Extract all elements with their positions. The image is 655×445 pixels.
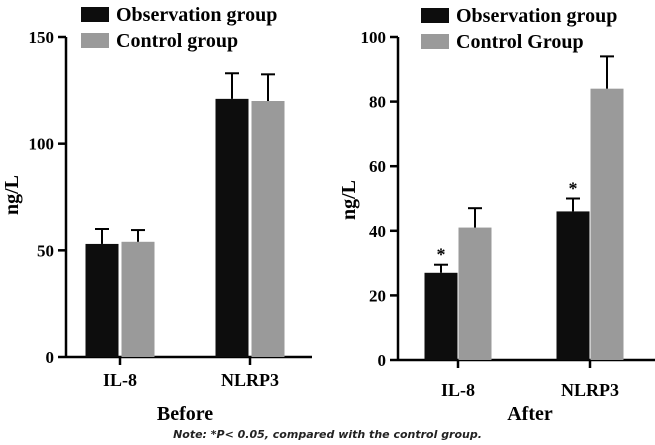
panel-1-x-tick-label-il-8: IL-8: [103, 370, 137, 390]
panel-1-x-tick-label-nlrp3: NLRP3: [221, 370, 279, 390]
panel-1-y-tick-label-50: 50: [37, 241, 54, 260]
panel-2-sig-marker-il-8-series-1: *: [437, 245, 446, 265]
panel-2-legend-label-1: Observation group: [456, 5, 617, 27]
panel-2-y-tick-label-60: 60: [369, 157, 386, 176]
panel-1-legend-swatch-1: [81, 7, 109, 22]
panel-1-bar-il-8-series-2: [121, 241, 155, 357]
panel-2-bar-il-8-series-1: [424, 272, 458, 360]
panel-2-legend-swatch-2: [421, 34, 449, 49]
panel-2-y-tick-label-80: 80: [369, 93, 386, 112]
panel-1-legend-swatch-2: [81, 33, 109, 48]
panel-1-label: Before: [157, 403, 213, 425]
panel-1-bar-nlrp3-series-1: [215, 98, 249, 357]
panel-2-y-tick-label-0: 0: [378, 351, 387, 370]
panel-1-y-tick-label-150: 150: [29, 28, 55, 47]
panel-2-label: After: [507, 403, 553, 425]
panel-2-bar-nlrp3-series-2: [590, 88, 624, 361]
figure-note: Note: *P< 0.05, compared with the contro…: [173, 428, 482, 441]
panel-2-y-tick-label-20: 20: [369, 286, 386, 305]
panel-2-legend-swatch-1: [421, 8, 449, 23]
panel-2-y-tick-label-40: 40: [369, 222, 386, 241]
panel-1-y-tick-label-100: 100: [29, 135, 55, 154]
panel-1-legend-label-1: Observation group: [116, 4, 277, 26]
panel-2-legend-label-2: Control Group: [456, 31, 584, 53]
panel-2-y-tick-label-100: 100: [361, 28, 387, 47]
panel-2-x-tick-label-nlrp3: NLRP3: [561, 380, 619, 400]
panel-1-y-axis-label: ng/L: [1, 175, 23, 215]
panel-1-legend-label-2: Control group: [116, 30, 238, 52]
panel-2-y-axis-label: ng/L: [338, 180, 360, 220]
panel-1-bar-il-8-series-1: [85, 243, 119, 357]
panel-1-bar-nlrp3-series-2: [251, 101, 285, 357]
panel-1-y-tick-label-0: 0: [46, 348, 55, 367]
panel-2-sig-marker-nlrp3-series-1: *: [569, 179, 578, 199]
panel-2-x-tick-label-il-8: IL-8: [441, 380, 475, 400]
panel-2-bar-nlrp3-series-1: [556, 211, 590, 360]
panel-2-bar-il-8-series-2: [458, 227, 492, 360]
